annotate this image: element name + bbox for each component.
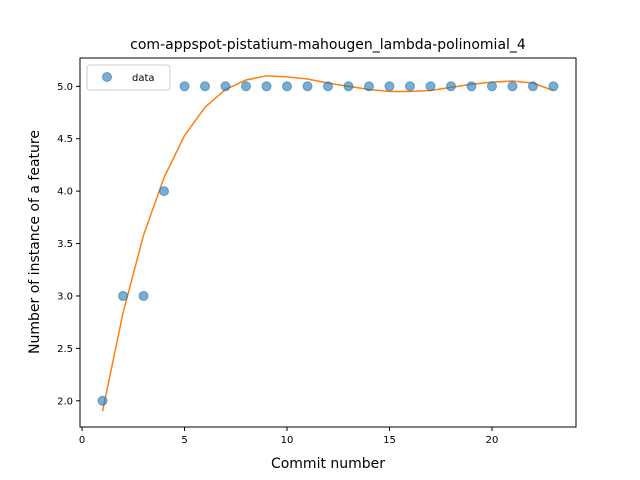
legend-label: data xyxy=(132,73,155,84)
data-point xyxy=(404,81,415,92)
x-tick-label: 10 xyxy=(281,435,294,446)
data-point xyxy=(323,81,333,92)
y-tick-label: 4.0 xyxy=(57,187,73,198)
data-point xyxy=(445,81,456,92)
data-point xyxy=(384,81,395,92)
data-point xyxy=(302,81,313,92)
data-point xyxy=(138,290,149,301)
data-point xyxy=(363,81,374,92)
data-point xyxy=(241,81,252,92)
data-point xyxy=(527,81,538,92)
data-point xyxy=(97,395,108,406)
chart-title: com-appspot-pistatium-mahougen_lambda-po… xyxy=(130,37,526,53)
plot-area xyxy=(97,75,559,412)
data-point xyxy=(282,81,293,92)
legend-marker xyxy=(102,72,112,82)
data-point xyxy=(261,81,272,92)
y-tick-label: 5.0 xyxy=(57,82,73,93)
x-tick-label: 5 xyxy=(181,435,187,446)
data-point xyxy=(179,81,190,92)
data-point xyxy=(118,290,129,301)
plot-frame xyxy=(79,57,577,428)
data-point xyxy=(507,81,518,92)
y-tick-label: 2.0 xyxy=(57,396,73,407)
data-point xyxy=(220,81,231,92)
data-point xyxy=(548,81,559,92)
y-axis-ticks: 2.0 2.5 3.0 3.5 4.0 4.5 5.0 xyxy=(57,82,80,407)
data-point xyxy=(343,81,354,92)
y-axis-title: Number of instance of a feature xyxy=(27,130,43,354)
legend-box xyxy=(86,64,171,91)
data-point xyxy=(159,186,170,197)
x-tick-label: 0 xyxy=(79,435,85,446)
x-tick-label: 20 xyxy=(486,435,499,446)
data-point xyxy=(200,81,211,92)
data-point xyxy=(466,81,477,92)
legend: data xyxy=(86,64,171,91)
y-tick-label: 2.5 xyxy=(57,344,73,355)
y-tick-label: 4.5 xyxy=(57,134,73,145)
x-axis-title: Commit number xyxy=(271,456,385,472)
x-tick-label: 15 xyxy=(383,435,396,446)
data-point xyxy=(486,81,497,92)
y-tick-label: 3.5 xyxy=(57,239,73,250)
data-point xyxy=(425,81,436,92)
y-tick-label: 3.0 xyxy=(57,291,73,302)
x-axis-ticks: 0 5 10 15 20 xyxy=(79,427,498,446)
